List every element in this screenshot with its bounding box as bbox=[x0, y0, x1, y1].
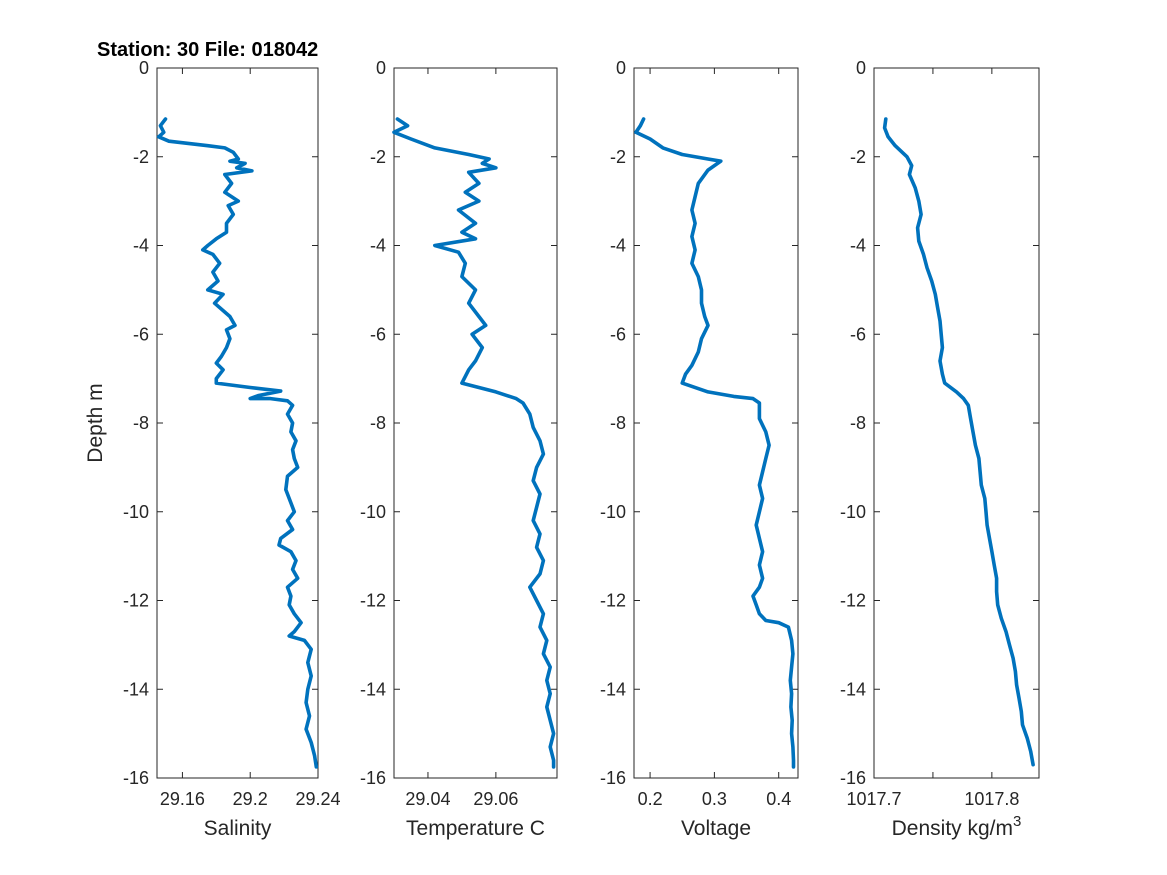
x-axis-label: Temperature C bbox=[406, 817, 545, 840]
subplot-2: 0 -2 -4 -6 -8 -10 -12 -14 -16 29.04 29.06 Temperatu… bbox=[360, 58, 558, 840]
y-tick-label: -2 bbox=[370, 147, 386, 167]
x-axis-label: Salinity bbox=[204, 817, 272, 840]
y-tick-label: -10 bbox=[600, 502, 626, 522]
y-tick-label: -16 bbox=[840, 768, 866, 788]
x-tick-label: 0.4 bbox=[766, 789, 791, 809]
y-tick-label: -16 bbox=[360, 768, 386, 788]
y-axis-label: Depth m bbox=[84, 383, 107, 462]
y-tick-label: -2 bbox=[133, 147, 149, 167]
y-tick-label: -8 bbox=[370, 413, 386, 433]
y-tick-label: -12 bbox=[840, 591, 866, 611]
x-tick-label: 29.2 bbox=[233, 789, 268, 809]
y-tick-label: -10 bbox=[123, 502, 149, 522]
x-tick-label: 1017.7 bbox=[846, 789, 901, 809]
x-tick-label: 29.24 bbox=[295, 789, 340, 809]
figure-title: Station: 30 File: 018042 bbox=[97, 39, 318, 61]
profile-line-4 bbox=[882, 117, 1035, 767]
y-tick-label: 0 bbox=[376, 58, 386, 78]
y-tick-label: -4 bbox=[370, 236, 386, 256]
y-tick-label: -12 bbox=[360, 591, 386, 611]
y-tick-label: -16 bbox=[600, 768, 626, 788]
profile-line-1 bbox=[156, 117, 319, 769]
y-tick-label: 0 bbox=[856, 58, 866, 78]
profile-line-2 bbox=[392, 117, 556, 769]
y-tick-label: -4 bbox=[610, 236, 626, 256]
y-tick-label: -10 bbox=[360, 502, 386, 522]
y-tick-label: -14 bbox=[840, 679, 866, 699]
y-tick-label: -14 bbox=[123, 679, 149, 699]
y-tick-label: -4 bbox=[850, 236, 866, 256]
x-axis-label: Voltage bbox=[681, 817, 751, 840]
y-tick-label: -12 bbox=[123, 591, 149, 611]
x-axis-label: Density kg/m3 bbox=[892, 813, 1022, 840]
y-tick-label: -6 bbox=[133, 324, 149, 344]
subplot-1: 0 -2 -4 -6 -8 -10 -12 -14 -16 29.16 29.2 29.24 Salin… bbox=[123, 58, 341, 840]
y-tick-label: -6 bbox=[370, 324, 386, 344]
x-tick-label: 29.06 bbox=[473, 789, 518, 809]
plot-frame bbox=[633, 67, 799, 779]
y-tick-label: -8 bbox=[850, 413, 866, 433]
y-tick-label: -6 bbox=[610, 324, 626, 344]
profile-line-3 bbox=[634, 117, 796, 769]
y-tick-label: -8 bbox=[610, 413, 626, 433]
y-tick-label: -12 bbox=[600, 591, 626, 611]
x-axis-label-superscript: 3 bbox=[1013, 813, 1021, 830]
y-tick-label: -2 bbox=[610, 147, 626, 167]
subplot-grid: 0 -2 -4 -6 -8 -10 -12 -14 -16 29.16 29.2 29.24 Salin… bbox=[123, 58, 1040, 840]
y-tick-label: -8 bbox=[133, 413, 149, 433]
x-tick-label: 29.16 bbox=[160, 789, 205, 809]
x-tick-label: 29.04 bbox=[405, 789, 450, 809]
y-tick-label: 0 bbox=[616, 58, 626, 78]
x-tick-label: 0.3 bbox=[702, 789, 727, 809]
y-tick-label: 0 bbox=[139, 58, 149, 78]
y-tick-label: -14 bbox=[600, 679, 626, 699]
y-tick-label: -2 bbox=[850, 147, 866, 167]
y-tick-label: -10 bbox=[840, 502, 866, 522]
y-tick-label: -14 bbox=[360, 679, 386, 699]
x-tick-label: 0.2 bbox=[638, 789, 663, 809]
y-tick-label: -6 bbox=[850, 324, 866, 344]
y-tick-label: -16 bbox=[123, 768, 149, 788]
subplot-3: 0 -2 -4 -6 -8 -10 -12 -14 -16 0.2 0.3 0.4 Voltage bbox=[600, 58, 799, 840]
x-tick-label: 1017.8 bbox=[964, 789, 1019, 809]
y-tick-label: -4 bbox=[133, 236, 149, 256]
